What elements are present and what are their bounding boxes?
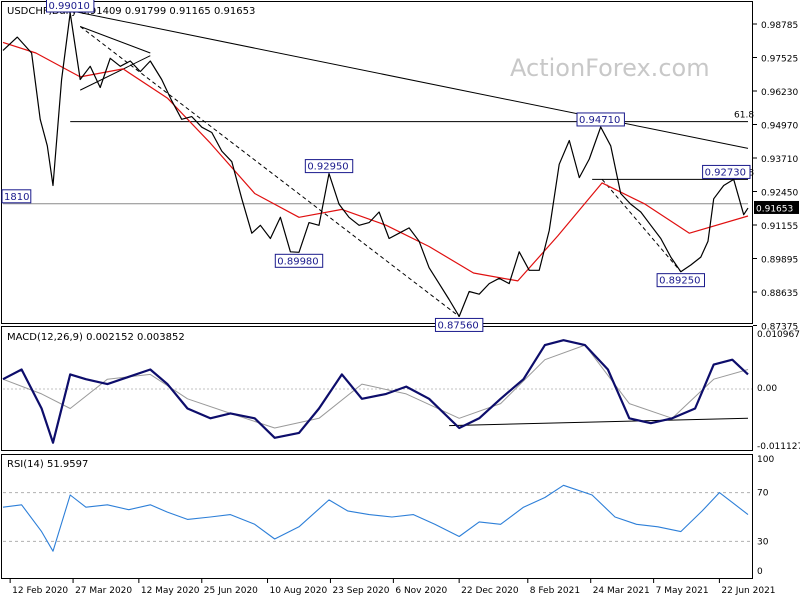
trend-line (79, 26, 460, 317)
trend-line (601, 179, 682, 272)
price-y-tick-label: 0.92450 (761, 189, 798, 199)
rsi-y-tick-label: 70 (757, 489, 769, 499)
x-tick-label: 23 Sep 2020 (332, 586, 389, 596)
price-annotation-label: 0.92730 (705, 167, 746, 178)
rsi-panel (1, 454, 753, 579)
price-annotation-label: 0.89980 (277, 256, 318, 267)
price-annotation-box (576, 112, 625, 127)
macd-y-tick-label: 0.010967 (757, 330, 800, 340)
x-tick-label: 24 Mar 2021 (593, 586, 650, 596)
price-panel (1, 1, 753, 324)
price-y-tick-label: 0.91155 (761, 222, 798, 232)
price-y-tick-label: 0.88635 (761, 289, 798, 299)
price-y-tick-label: 0.96230 (761, 88, 798, 98)
x-tick-label: 22 Jun 2021 (721, 586, 775, 596)
price-y-tick-label: 0.97525 (761, 55, 798, 65)
macd-title: MACD(12,26,9) 0.002152 0.003852 (7, 332, 185, 343)
trend-line (70, 10, 749, 149)
price-annotation-label: 0.99010 (49, 1, 90, 12)
rsi-y-tick-label: 0 (757, 567, 763, 577)
chart-header: USDCHF,Daily 0.91409 0.91799 0.91165 0.9… (7, 6, 255, 17)
price-annotation-label: 0.89250 (659, 276, 700, 287)
price-annotation-label: 0.87560 (437, 320, 478, 331)
fib-label: 61.8 (734, 111, 754, 121)
price-y-tick-label: 0.93710 (761, 155, 798, 165)
price-y-tick-label: 0.89895 (761, 256, 798, 266)
price-line (2, 12, 749, 317)
current-price-tag (754, 200, 799, 214)
trend-line (80, 26, 151, 54)
x-tick-label: 22 Dec 2020 (461, 586, 519, 596)
macd-y-tick-label: 0.00 (757, 384, 777, 394)
price-annotation-box (656, 273, 705, 288)
price-annotation-box (46, 0, 95, 13)
moving-average-line (2, 41, 749, 282)
trend-line (79, 55, 151, 91)
price-annotation-box (274, 253, 324, 268)
price-annotation-box (702, 164, 751, 179)
watermark: ActionForex.com (510, 54, 710, 82)
price-annotation-box (434, 317, 484, 332)
rsi-title: RSI(14) 51.9597 (7, 459, 88, 470)
macd-signal-line (2, 344, 749, 429)
rsi-y-tick-label: 30 (757, 537, 769, 547)
x-tick-label: 10 Aug 2020 (270, 586, 328, 596)
symbol-label: USDCHF,Daily 0.91409 0.91799 0.91165 0.9… (7, 6, 255, 17)
x-tick-label: 6 Nov 2020 (395, 586, 447, 596)
price-annotation-label: 1810 (4, 192, 29, 203)
x-tick-label: 27 Mar 2020 (75, 586, 132, 596)
price-annotation-label: 0.92950 (307, 162, 348, 173)
macd-trend-line (449, 417, 749, 427)
current-price-label: 0.91653 (756, 204, 793, 214)
x-tick-label: 7 May 2021 (656, 586, 709, 596)
x-tick-label: 12 Feb 2020 (12, 586, 68, 596)
price-y-tick-label: 0.87375 (761, 323, 798, 333)
price-y-tick-label: 0.94970 (761, 122, 798, 132)
macd-line (2, 339, 749, 444)
x-tick-label: 25 Jun 2020 (204, 586, 258, 596)
price-annotation-box (304, 159, 354, 174)
rsi-y-tick-label: 100 (757, 455, 774, 465)
price-annotation-label: 0.94710 (579, 115, 620, 126)
price-annotation-box (1, 189, 32, 204)
macd-y-tick-label: -0.011127 (757, 442, 800, 452)
price-y-tick-label: 0.98785 (761, 21, 798, 31)
x-tick-label: 8 Feb 2021 (530, 586, 580, 596)
rsi-line (2, 484, 749, 552)
macd-panel (1, 326, 753, 451)
x-tick-label: 12 May 2020 (141, 586, 200, 596)
